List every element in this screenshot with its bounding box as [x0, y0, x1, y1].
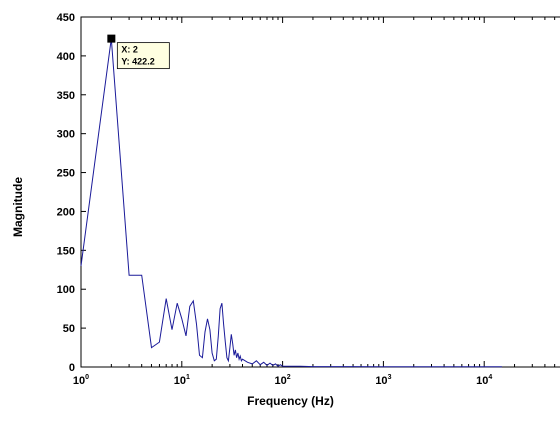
data-tip[interactable]: X: 2 Y: 422.2: [107, 34, 170, 70]
data-tip-y-label: Y: 422.2: [121, 57, 154, 67]
x-tick-label: 102: [275, 374, 291, 387]
x-axis: 100101102103104105: [73, 17, 556, 387]
y-tick-label: 200: [57, 206, 75, 218]
y-tick-label: 100: [57, 284, 75, 296]
x-tick-label: 103: [375, 374, 391, 387]
y-axis: 0 50 100 150 200 250 300 350 400 450: [57, 12, 86, 374]
x-tick-label: 101: [174, 374, 190, 387]
y-tick-label: 400: [57, 51, 75, 63]
y-tick-label: 350: [57, 90, 75, 102]
y-axis-label: Magnitude: [11, 177, 25, 237]
y-tick-label: 0: [69, 362, 75, 374]
x-tick-label: 104: [476, 374, 492, 387]
plot-area: [80, 16, 560, 368]
y-tick-label: 150: [57, 245, 75, 257]
data-tip-marker[interactable]: [107, 34, 116, 43]
y-tick-label: 300: [57, 129, 75, 141]
y-tick-label: 250: [57, 168, 75, 180]
x-axis-label: Frequency (Hz): [247, 394, 334, 408]
y-tick-label: 50: [63, 323, 75, 335]
data-tip-x-label: X: 2: [121, 45, 138, 55]
data-tip-box: [116, 42, 170, 70]
y-tick-label: 450: [57, 12, 75, 24]
magnitude-series-line: [80, 38, 502, 368]
x-tick-label: 100: [73, 374, 89, 387]
